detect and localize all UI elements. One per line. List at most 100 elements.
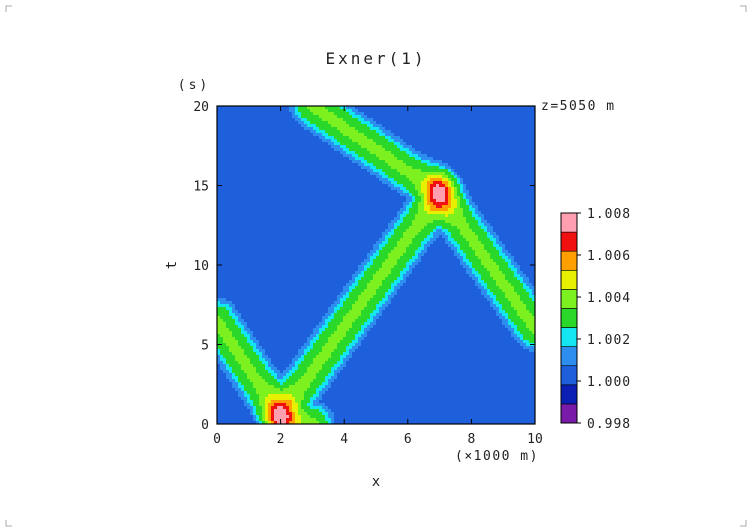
contour-cell (409, 274, 470, 278)
contour-cell (325, 418, 332, 422)
contour-cell (394, 289, 398, 293)
contour-cell (226, 364, 230, 368)
contour-cell (373, 274, 389, 278)
contour-cell (490, 289, 503, 293)
contour-cell (337, 376, 535, 380)
contour-cell (514, 286, 524, 290)
contour-cell (520, 265, 535, 269)
contour-cell (364, 163, 374, 167)
contour-cell (433, 220, 446, 224)
contour-cell (502, 256, 509, 260)
contour-cell (217, 373, 227, 377)
contour-cell (493, 226, 535, 230)
contour-cell (310, 109, 329, 113)
contour-cell (466, 184, 535, 188)
contour-cell (220, 316, 233, 320)
contour-cell (322, 316, 329, 320)
contour-cell (487, 286, 500, 290)
contour-cell (421, 241, 428, 245)
contour-cell (253, 415, 257, 419)
contour-cell (217, 337, 224, 341)
contour-cell (421, 169, 449, 173)
contour-cell (358, 280, 371, 284)
contour-cell (244, 325, 248, 329)
contour-cell (502, 313, 509, 317)
contour-cell (253, 400, 260, 404)
contour-cell (313, 346, 323, 350)
contour-cell (217, 223, 389, 227)
contour-cell (433, 196, 446, 200)
contour-cell (373, 316, 380, 320)
contour-cell (253, 364, 266, 368)
contour-cell (247, 337, 251, 341)
contour-cell (295, 415, 302, 419)
contour-cell (328, 388, 535, 392)
contour-cell (418, 202, 425, 206)
contour-cell (397, 292, 482, 296)
contour-cell (400, 271, 407, 275)
contour-cell (256, 412, 263, 416)
contour-cell (376, 319, 503, 323)
contour-cell (217, 376, 227, 380)
contour-cell (496, 241, 503, 245)
contour-cell (346, 121, 362, 125)
contour-cell (340, 340, 353, 344)
contour-cell (322, 397, 535, 401)
contour-cell (322, 349, 335, 353)
contour-cell (325, 376, 332, 380)
contour-cell (244, 352, 257, 356)
contour-cell (466, 268, 473, 272)
colorbar-swatch (560, 212, 578, 233)
contour-cell (508, 262, 512, 266)
contour-cell (385, 136, 392, 140)
contour-cell (460, 205, 470, 209)
contour-cell (241, 316, 323, 320)
contour-cell (217, 418, 254, 422)
contour-cell (217, 208, 401, 212)
contour-cell (529, 280, 535, 284)
contour-cell (517, 328, 530, 332)
contour-cell (217, 355, 221, 359)
contour-cell (376, 271, 392, 275)
contour-cell (268, 355, 296, 359)
contour-cell (433, 193, 446, 197)
contour-cell (376, 307, 380, 311)
contour-cell (352, 154, 359, 158)
contour-cell (229, 328, 242, 332)
contour-cell (364, 268, 368, 272)
contour-cell (250, 409, 254, 413)
contour-cell (394, 133, 535, 137)
contour-cell (451, 202, 458, 206)
contour-cell (451, 193, 455, 197)
contour-cell (235, 373, 248, 377)
contour-cell (511, 259, 515, 263)
contour-cell (469, 190, 535, 194)
contour-cell (352, 139, 374, 143)
contour-cell (397, 214, 401, 218)
contour-cell (256, 388, 281, 392)
contour-cell (520, 295, 530, 299)
contour-cell (421, 181, 428, 185)
contour-cell (373, 139, 389, 143)
contour-cell (322, 133, 329, 137)
contour-cell (355, 301, 368, 305)
contour-cell (400, 286, 479, 290)
contour-cell (217, 274, 353, 278)
contour-cell (217, 160, 353, 164)
contour-cell (223, 337, 236, 341)
contour-cell (220, 352, 233, 356)
contour-cell (337, 139, 353, 143)
contour-cell (244, 400, 248, 404)
contour-cell (364, 265, 371, 269)
contour-cell (466, 253, 476, 257)
contour-cell (451, 196, 455, 200)
contour-cell (427, 235, 434, 239)
contour-cell (454, 208, 464, 212)
contour-cell (412, 271, 467, 275)
contour-cell (313, 127, 320, 131)
contour-cell (331, 421, 335, 424)
contour-cell (505, 259, 512, 263)
contour-cell (409, 190, 419, 194)
contour-cell (490, 274, 506, 278)
contour-cell (337, 310, 350, 314)
